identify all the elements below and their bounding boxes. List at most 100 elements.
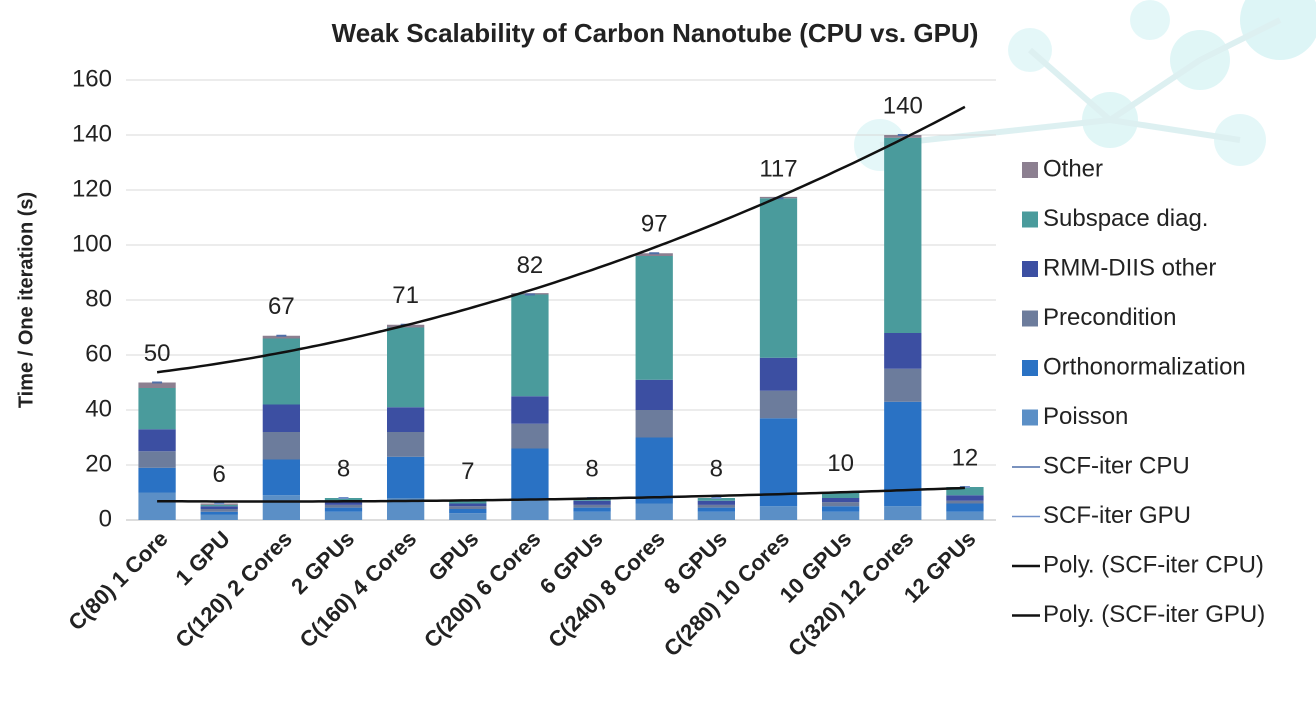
- bar-segment: [387, 327, 425, 408]
- legend-label: Precondition: [1043, 304, 1176, 331]
- bar-segment: [324, 511, 363, 520]
- data-label: 140: [883, 92, 923, 119]
- bar-segment: [262, 459, 300, 496]
- bar-segment: [200, 514, 238, 520]
- bar-segment: [946, 495, 984, 501]
- legend-swatch: [1022, 162, 1038, 178]
- bar-segment: [262, 495, 300, 520]
- data-label: 7: [461, 458, 474, 485]
- bar-segment: [138, 451, 176, 468]
- data-label: 117: [759, 156, 797, 183]
- bar-segment: [262, 338, 300, 405]
- bar-segment: [635, 253, 673, 256]
- bar-segment: [200, 509, 238, 512]
- bar-segment: [573, 504, 611, 508]
- legend-swatch: [1022, 360, 1038, 376]
- bar-segment: [138, 388, 176, 430]
- bar-segment: [697, 498, 735, 501]
- bar-segment: [200, 511, 238, 515]
- bar-segment: [262, 404, 300, 432]
- data-label: 8: [337, 455, 350, 482]
- legend-label: Subspace diag.: [1043, 205, 1208, 232]
- bar-segment: [573, 511, 611, 520]
- x-tick-label: C(80) 1 Core: [63, 526, 172, 635]
- bar-segment: [822, 502, 860, 507]
- x-tick-label: C(120) 2 Cores: [170, 526, 297, 653]
- data-label: 67: [268, 293, 295, 320]
- bar-segment: [324, 507, 363, 512]
- bar-segment: [822, 506, 860, 512]
- bar-segment: [449, 503, 487, 507]
- legend-swatch: [1022, 211, 1038, 228]
- data-label: 8: [710, 455, 723, 482]
- background-decoration: [854, 0, 1316, 171]
- data-label: 82: [517, 252, 544, 279]
- bar-segment: [884, 333, 922, 369]
- bar-segment: [324, 498, 363, 501]
- data-label: 6: [213, 461, 226, 488]
- bar-segment: [946, 503, 984, 512]
- bar-segment: [946, 487, 984, 496]
- bar-segment: [387, 432, 425, 457]
- bar-segment: [884, 135, 922, 138]
- y-tick-label: 140: [72, 120, 112, 147]
- bar-segment: [511, 423, 549, 449]
- bar-segment: [200, 506, 238, 509]
- legend-label: Orthonormalization: [1043, 353, 1246, 380]
- bar-segment: [635, 503, 673, 520]
- bar-segment: [697, 504, 735, 508]
- data-label: 10: [827, 450, 854, 477]
- bar-segment: [449, 509, 487, 514]
- trendline: [157, 486, 965, 503]
- data-label: 97: [641, 211, 668, 238]
- bar-segment: [884, 368, 922, 402]
- x-tick-label: C(160) 4 Cores: [295, 526, 422, 653]
- bar-segment: [138, 382, 176, 388]
- bar-segment: [511, 294, 549, 397]
- bar-segment: [884, 506, 922, 520]
- bar-segment: [324, 500, 363, 505]
- bar-segment: [759, 390, 798, 419]
- bar-segment: [697, 500, 735, 505]
- bar-segment: [200, 504, 238, 507]
- y-tick-label: 40: [85, 395, 112, 422]
- bar-segment: [822, 511, 860, 520]
- legend-label: Poly. (SCF-iter GPU): [1043, 601, 1265, 628]
- data-label: 50: [144, 340, 171, 367]
- bar-segment: [759, 357, 798, 391]
- legend-label: Poisson: [1043, 403, 1128, 430]
- bar-segment: [635, 410, 673, 438]
- bar-segment: [511, 500, 549, 520]
- bar-segment: [946, 500, 984, 504]
- data-label: 12: [952, 444, 979, 471]
- legend-label: SCF-iter GPU: [1043, 502, 1191, 529]
- bar-segment: [573, 500, 611, 505]
- bar-segment: [946, 511, 984, 520]
- y-tick-label: 120: [72, 175, 112, 202]
- legend-swatch: [1022, 261, 1038, 277]
- data-label: 71: [392, 282, 419, 309]
- bar-segment: [697, 507, 735, 512]
- bar-segment: [449, 506, 487, 509]
- bar-segment: [138, 429, 176, 452]
- bar-segment: [759, 198, 798, 358]
- bar-segment: [635, 256, 673, 380]
- bar-segment: [884, 137, 922, 333]
- y-axis-label: Time / One iteration (s): [15, 192, 37, 408]
- legend-label: SCF-iter CPU: [1043, 452, 1190, 479]
- legend-label: Poly. (SCF-iter CPU): [1043, 551, 1264, 578]
- bar-segment: [387, 498, 425, 520]
- data-label: 8: [585, 455, 598, 482]
- bar-segment: [449, 513, 487, 520]
- chart-title: Weak Scalability of Carbon Nanotube (CPU…: [332, 18, 979, 48]
- bar-segment: [822, 498, 860, 503]
- bar-segment: [573, 507, 611, 512]
- bar-segment: [449, 500, 487, 504]
- legend-swatch: [1022, 310, 1038, 327]
- y-tick-label: 160: [72, 65, 112, 92]
- y-tick-label: 20: [85, 450, 112, 477]
- bar-segment: [759, 418, 798, 507]
- legend-label: RMM-DIIS other: [1043, 254, 1216, 281]
- legend-label: Other: [1043, 155, 1103, 182]
